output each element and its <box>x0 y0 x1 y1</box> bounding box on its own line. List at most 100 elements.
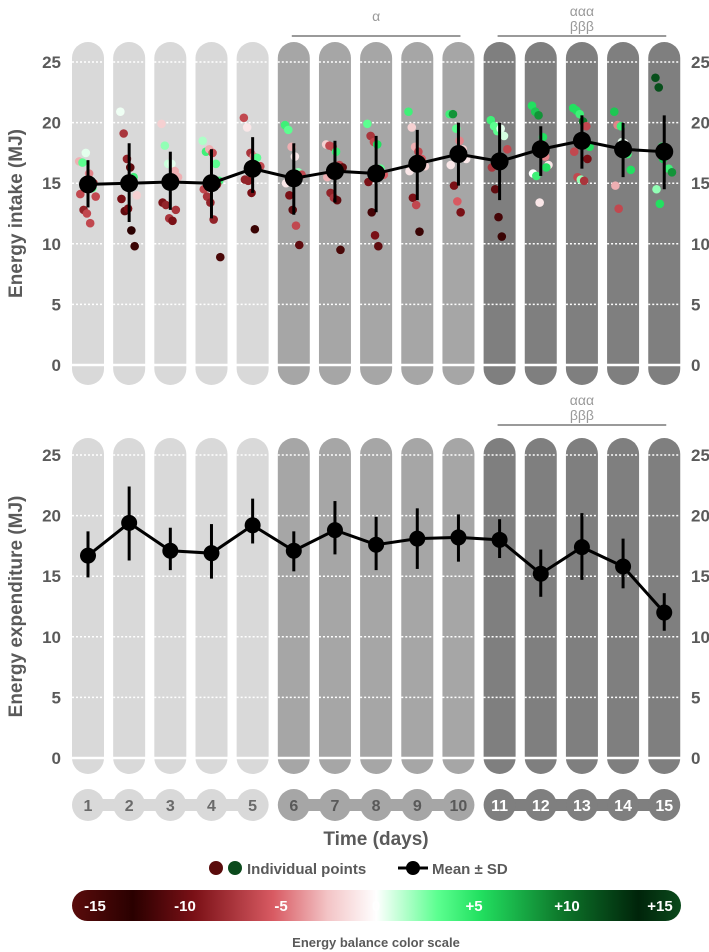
individual-point <box>453 197 462 206</box>
individual-point <box>609 107 619 116</box>
day-axis: 1 2 3 4 5 6 7 8 9 10 11 12 13 14 15 <box>72 789 681 821</box>
individual-point <box>456 207 465 217</box>
individual-point <box>404 107 413 116</box>
day-column-11 <box>483 438 516 774</box>
mean-marker-day-1 <box>79 175 97 194</box>
mean-marker-day-15 <box>656 604 673 621</box>
color-scale-caption: Energy balance color scale <box>292 935 460 950</box>
mean-marker-day-6 <box>284 169 303 188</box>
color-scale: -15 -10 -5 0 +5 +10 +15 Energy balance color s… <box>72 890 681 950</box>
individual-point <box>535 198 544 207</box>
x-tick-label: 12 <box>532 798 550 815</box>
day-pill-6 <box>277 789 310 821</box>
day-pill-5 <box>236 789 269 821</box>
day-column-13 <box>565 42 598 385</box>
individual-point <box>295 240 304 250</box>
day-pill-2 <box>113 789 146 821</box>
individual-point <box>157 119 166 129</box>
individual-point <box>582 121 591 131</box>
y-tick-right: 20 <box>691 114 709 133</box>
individual-point <box>503 144 512 154</box>
mean-marker-day-14 <box>614 140 633 159</box>
mean-marker-day-9 <box>409 530 426 547</box>
day-pill-15 <box>648 789 681 821</box>
individual-point <box>119 129 128 138</box>
individual-point <box>534 111 543 120</box>
day-column-1 <box>72 438 104 774</box>
x-tick-label: 4 <box>207 798 216 815</box>
individual-point <box>490 184 500 194</box>
individual-point <box>499 131 509 141</box>
mean-marker-day-13 <box>573 539 590 556</box>
y-tick-left: 20 <box>42 507 61 526</box>
day-column-6 <box>277 438 310 774</box>
color-scale-bar <box>72 890 681 921</box>
day-pill-9 <box>401 789 434 821</box>
mean-marker-day-13 <box>572 131 591 150</box>
mean-marker-day-1 <box>80 547 96 564</box>
x-tick-label: 13 <box>573 798 591 815</box>
mean-marker-day-6 <box>285 542 302 559</box>
legend-positive-point <box>228 861 242 875</box>
day-pill-12 <box>524 789 557 821</box>
y-tick-left: 0 <box>52 749 61 768</box>
individual-point <box>651 73 660 83</box>
individual-point <box>448 109 458 119</box>
x-tick-label: 7 <box>331 798 340 815</box>
mean-marker-day-11 <box>490 152 509 171</box>
y-tick-left: 5 <box>52 295 61 314</box>
individual-point <box>652 184 661 194</box>
legend-points-label: Individual points <box>247 861 366 878</box>
y-tick-right: 15 <box>691 567 709 586</box>
x-tick-label: 15 <box>655 798 673 815</box>
individual-point <box>78 158 87 167</box>
x-tick-label: 2 <box>125 798 134 815</box>
significance-label-2: βββ <box>570 407 594 423</box>
mean-marker-day-4 <box>203 545 220 562</box>
significance-label: α <box>372 8 380 24</box>
color-scale-tick: +5 <box>465 898 482 915</box>
x-tick-label: 11 <box>491 798 508 815</box>
individual-point <box>215 252 225 262</box>
day-column-7 <box>318 42 351 385</box>
individual-point <box>161 200 171 210</box>
x-tick-label: 5 <box>248 798 257 815</box>
legend-mean-marker <box>406 861 420 875</box>
day-column-3 <box>154 42 187 385</box>
day-column-9 <box>401 438 434 774</box>
individual-point <box>614 204 623 213</box>
day-column-4 <box>195 438 228 774</box>
individual-point <box>532 171 541 181</box>
mean-marker-day-4 <box>202 174 221 193</box>
y-tick-right: 25 <box>691 53 709 72</box>
day-column-3 <box>154 438 187 774</box>
mean-marker-day-12 <box>532 565 549 582</box>
individual-point <box>171 205 181 215</box>
expenditure-panel: 0 0 5 5 10 10 15 15 20 20 25 25 Energy expenditure (… <box>6 392 709 774</box>
y-tick-left: 10 <box>42 235 61 254</box>
individual-point <box>85 218 95 228</box>
day-column-2 <box>113 438 146 774</box>
x-tick-label: 1 <box>84 798 93 815</box>
day-column-8 <box>360 42 393 385</box>
legend: Individual points Mean ± SD <box>209 861 508 878</box>
individual-point <box>363 119 372 129</box>
day-pill-3 <box>154 789 187 821</box>
mean-marker-day-10 <box>449 145 468 164</box>
day-column-10 <box>442 438 475 774</box>
day-column-5 <box>236 42 269 385</box>
individual-point <box>494 212 503 222</box>
individual-point <box>82 209 92 218</box>
mean-marker-day-11 <box>491 531 508 548</box>
individual-point <box>81 148 91 158</box>
y-tick-left: 10 <box>42 628 61 647</box>
significance-label-2: βββ <box>570 18 594 34</box>
mean-marker-day-15 <box>655 142 674 161</box>
day-column-14 <box>607 438 640 774</box>
y-tick-left: 0 <box>52 356 61 375</box>
y-tick-right: 15 <box>691 174 709 193</box>
mean-marker-day-8 <box>368 536 385 553</box>
individual-point <box>243 176 253 186</box>
mean-marker-day-12 <box>531 140 550 159</box>
y-tick-right: 10 <box>691 235 709 254</box>
